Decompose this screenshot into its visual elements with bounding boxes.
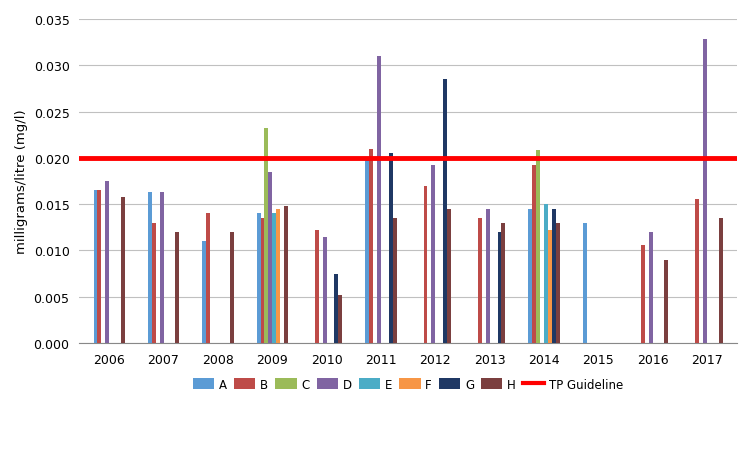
- Bar: [502, 223, 505, 343]
- Bar: [272, 214, 276, 343]
- Bar: [276, 209, 280, 343]
- Legend: A, B, C, D, E, F, G, H, TP Guideline: A, B, C, D, E, F, G, H, TP Guideline: [189, 373, 628, 396]
- Bar: [696, 199, 699, 343]
- Bar: [175, 232, 179, 343]
- Bar: [556, 223, 559, 343]
- Bar: [393, 219, 396, 343]
- Bar: [260, 219, 265, 343]
- Bar: [447, 209, 451, 343]
- Bar: [498, 232, 502, 343]
- TP Guideline: [159, 156, 168, 161]
- Bar: [338, 295, 342, 343]
- Bar: [148, 193, 152, 343]
- Bar: [641, 245, 645, 343]
- Bar: [478, 219, 482, 343]
- Bar: [268, 172, 272, 343]
- Bar: [649, 232, 653, 343]
- Bar: [719, 219, 723, 343]
- Bar: [389, 154, 393, 343]
- Bar: [529, 209, 532, 343]
- Bar: [206, 214, 210, 343]
- Bar: [443, 80, 447, 343]
- Bar: [552, 209, 556, 343]
- Bar: [532, 166, 536, 343]
- Bar: [105, 182, 109, 343]
- Bar: [323, 237, 326, 343]
- Bar: [284, 207, 288, 343]
- Bar: [256, 214, 260, 343]
- Bar: [703, 40, 707, 343]
- Bar: [98, 191, 102, 343]
- Bar: [486, 209, 490, 343]
- Bar: [536, 151, 540, 343]
- Bar: [583, 223, 587, 343]
- Bar: [665, 260, 669, 343]
- Bar: [423, 186, 427, 343]
- Bar: [369, 149, 373, 343]
- Bar: [93, 191, 98, 343]
- Bar: [121, 198, 125, 343]
- Bar: [265, 129, 268, 343]
- Bar: [229, 232, 234, 343]
- Bar: [365, 159, 369, 343]
- Bar: [548, 230, 552, 343]
- Y-axis label: milligrams/litre (mg/l): milligrams/litre (mg/l): [15, 110, 28, 254]
- Bar: [152, 223, 156, 343]
- Bar: [202, 242, 206, 343]
- Bar: [432, 166, 435, 343]
- Bar: [159, 193, 163, 343]
- Bar: [544, 205, 548, 343]
- TP Guideline: [105, 156, 114, 161]
- Bar: [377, 57, 381, 343]
- Bar: [335, 274, 338, 343]
- Bar: [315, 230, 319, 343]
